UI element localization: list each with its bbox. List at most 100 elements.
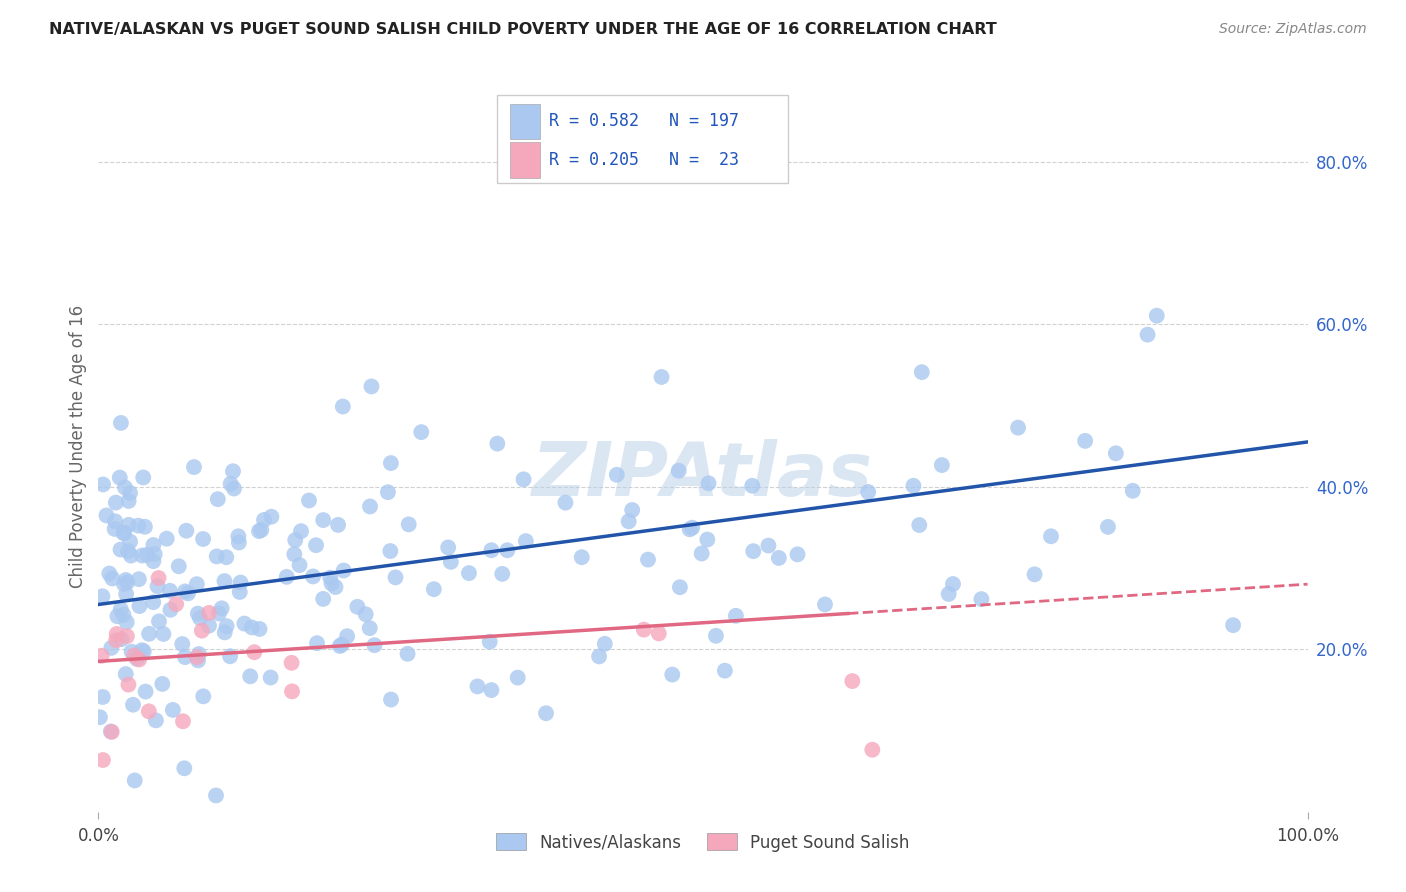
Text: NATIVE/ALASKAN VS PUGET SOUND SALISH CHILD POVERTY UNDER THE AGE OF 16 CORRELATI: NATIVE/ALASKAN VS PUGET SOUND SALISH CHI…: [49, 22, 997, 37]
Point: [112, 577, 135, 591]
Point: [167, 559, 190, 574]
Point: [588, 649, 610, 664]
Point: [120, 549, 142, 563]
Point: [122, 648, 145, 663]
Point: [669, 580, 692, 594]
Point: [142, 554, 165, 568]
Point: [534, 706, 557, 721]
Point: [131, 643, 153, 657]
Point: [253, 513, 276, 527]
Point: [239, 669, 262, 683]
Point: [260, 509, 283, 524]
Point: [423, 582, 446, 597]
Text: R = 0.205   N =  23: R = 0.205 N = 23: [550, 151, 740, 169]
Point: [188, 611, 211, 625]
Point: [100, 724, 122, 739]
Legend: Natives/Alaskans, Puget Sound Salish: Natives/Alaskans, Puget Sound Salish: [489, 827, 917, 858]
Point: [384, 570, 406, 584]
Point: [330, 638, 353, 652]
Point: [637, 552, 659, 566]
Point: [219, 649, 242, 664]
Point: [128, 652, 150, 666]
Point: [478, 634, 501, 648]
Point: [396, 647, 419, 661]
Point: [319, 571, 342, 585]
Point: [814, 598, 837, 612]
Point: [249, 622, 271, 636]
Point: [114, 480, 136, 494]
Point: [152, 627, 174, 641]
Point: [91, 589, 114, 603]
Point: [104, 522, 127, 536]
Point: [186, 577, 208, 591]
Point: [91, 477, 114, 491]
Point: [110, 416, 132, 430]
Point: [117, 494, 139, 508]
Point: [1136, 327, 1159, 342]
Point: [1122, 483, 1144, 498]
Point: [205, 789, 228, 803]
Point: [108, 470, 131, 484]
Point: [138, 704, 160, 718]
Point: [332, 400, 354, 414]
Point: [970, 592, 993, 607]
Point: [336, 629, 359, 643]
Point: [1097, 520, 1119, 534]
Point: [187, 653, 209, 667]
Point: [668, 464, 690, 478]
Point: [121, 645, 143, 659]
Point: [276, 570, 298, 584]
Point: [411, 425, 433, 439]
Point: [506, 671, 529, 685]
Point: [481, 683, 503, 698]
Point: [132, 470, 155, 484]
Point: [911, 365, 934, 379]
Point: [124, 773, 146, 788]
Point: [172, 637, 194, 651]
Point: [118, 486, 141, 500]
Point: [176, 524, 198, 538]
FancyBboxPatch shape: [498, 95, 787, 183]
Point: [193, 690, 215, 704]
Point: [229, 585, 252, 599]
Point: [101, 572, 124, 586]
Point: [112, 525, 135, 540]
Point: [380, 544, 402, 558]
Point: [398, 517, 420, 532]
Point: [228, 535, 250, 549]
Point: [363, 638, 385, 652]
Point: [312, 513, 335, 527]
Point: [247, 524, 270, 538]
Point: [768, 551, 790, 566]
Point: [100, 724, 122, 739]
Point: [326, 517, 349, 532]
Point: [143, 547, 166, 561]
Point: [172, 714, 194, 729]
Point: [860, 743, 883, 757]
Point: [110, 602, 132, 616]
Point: [215, 550, 238, 565]
Point: [281, 684, 304, 698]
Point: [621, 503, 644, 517]
Point: [136, 548, 159, 562]
Point: [100, 640, 122, 655]
FancyBboxPatch shape: [509, 103, 540, 139]
Point: [112, 607, 135, 622]
Point: [104, 495, 127, 509]
Point: [142, 538, 165, 552]
Point: [228, 529, 250, 543]
Point: [138, 627, 160, 641]
Point: [115, 629, 138, 643]
Point: [554, 495, 576, 509]
Point: [177, 586, 200, 600]
Point: [467, 680, 489, 694]
Point: [115, 587, 138, 601]
Point: [134, 520, 156, 534]
Point: [191, 532, 214, 546]
Point: [1007, 420, 1029, 434]
Point: [219, 476, 242, 491]
Point: [1146, 309, 1168, 323]
Point: [128, 572, 150, 586]
Point: [110, 542, 132, 557]
Point: [325, 580, 347, 594]
